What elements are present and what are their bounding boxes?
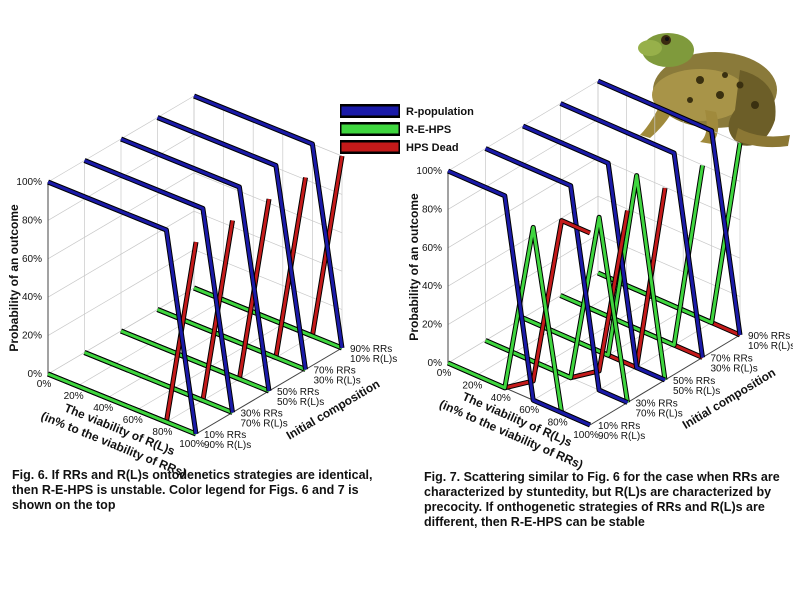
legend-label: R-population	[406, 106, 474, 118]
y-tick-label-rls: 10% R(L)s	[350, 354, 397, 365]
legend-label: R-E-HPS	[406, 124, 451, 136]
x-tick-label: 0%	[437, 368, 452, 379]
z-axis-title: Probability of an outcome	[407, 193, 421, 341]
z-tick-label: 40%	[22, 292, 42, 303]
y-tick-label-rls: 90% R(L)s	[598, 431, 645, 442]
series-line-r-population	[484, 147, 629, 404]
caption-fig7: Fig. 7. Scattering similar to Fig. 6 for…	[424, 470, 780, 529]
series-outline-r-population	[83, 158, 235, 413]
series-line-r-population	[156, 116, 307, 370]
y-tick-label-rls: 90% R(L)s	[204, 440, 251, 451]
gridline-backwall	[597, 157, 741, 221]
y-tick-label-rrs: 50% RRs	[277, 387, 319, 398]
z-tick-label: 60%	[22, 254, 42, 265]
x-tick-label: 60%	[123, 415, 143, 426]
series-line-r-population	[522, 124, 666, 382]
y-tick-label-rrs: 50% RRs	[673, 376, 715, 387]
y-tick-label-rrs: 10% RRs	[204, 430, 246, 441]
caption-fig6: Fig. 6. If RRs and R(L)s ontodenetics st…	[12, 468, 373, 512]
y-tick-label-rls: 70% R(L)s	[636, 409, 683, 420]
series-line-r-e-hps	[120, 329, 270, 393]
x-tick-label: 20%	[64, 391, 84, 402]
x-tick-label: 80%	[152, 427, 172, 438]
x-tick-label: 100%	[573, 430, 599, 441]
x-tick-label: 60%	[519, 405, 539, 416]
series-line-r-population	[47, 180, 198, 435]
legend-swatch	[341, 142, 399, 152]
series-line-r-population	[597, 79, 742, 336]
y-tick-label-rrs: 10% RRs	[598, 421, 640, 432]
x-tick-label: 40%	[93, 403, 113, 414]
y-tick-label-rls: 30% R(L)s	[314, 376, 361, 387]
z-tick-label: 100%	[16, 177, 42, 188]
z-tick-label: 80%	[422, 204, 442, 215]
series-line-r-population	[193, 94, 344, 349]
z-tick-label: 0%	[428, 358, 443, 369]
y-tick-label-rrs: 30% RRs	[241, 409, 283, 420]
series-line-r-population	[559, 102, 704, 358]
z-tick-label: 100%	[416, 166, 442, 177]
z-tick-label: 40%	[422, 281, 442, 292]
legend-swatch	[341, 106, 399, 116]
series-line-r-e-hps	[47, 372, 197, 436]
z-axis-title: Probability of an outcome	[7, 204, 21, 352]
x-tick-label: 100%	[179, 439, 205, 450]
z-tick-label: 0%	[28, 369, 43, 380]
z-tick-label: 80%	[22, 215, 42, 226]
y-tick-label-rls: 70% R(L)s	[241, 419, 288, 430]
z-tick-label: 60%	[422, 243, 442, 254]
y-tick-label-rrs: 70% RRs	[314, 366, 356, 377]
series-line-r-population	[83, 159, 234, 413]
x-tick-label: 40%	[491, 393, 511, 404]
y-tick-label-rrs: 90% RRs	[350, 344, 392, 355]
chart-fig6: 0%20%40%60%80%100%0%20%40%60%80%100%10% …	[7, 93, 397, 480]
y-tick-label-rls: 30% R(L)s	[711, 364, 758, 375]
z-tick-label: 20%	[22, 331, 42, 342]
z-tick-label: 20%	[422, 320, 442, 331]
y-tick-label-rls: 50% R(L)s	[277, 397, 324, 408]
x-tick-label: 0%	[37, 379, 52, 390]
legend: R-population R-E-HPS HPS Dead	[340, 104, 474, 154]
x-tick-label: 20%	[462, 380, 482, 391]
x-tick-label: 80%	[548, 418, 568, 429]
y-tick-label-rls: 50% R(L)s	[673, 386, 720, 397]
y-tick-label-rls: 10% R(L)s	[748, 341, 793, 352]
legend-swatch	[341, 124, 399, 134]
legend-label: HPS Dead	[406, 142, 459, 154]
y-tick-label-rrs: 30% RRs	[636, 399, 678, 410]
y-tick-label-rrs: 90% RRs	[748, 331, 790, 342]
series-line-r-e-hps	[83, 351, 234, 414]
series-outline-r-population	[120, 136, 272, 392]
y-tick-label-rrs: 70% RRs	[711, 354, 753, 365]
series-line-r-population	[120, 137, 271, 392]
gridline-backwall	[193, 210, 343, 272]
gridline-backwall	[597, 195, 741, 259]
series-line-r-population	[447, 169, 591, 427]
